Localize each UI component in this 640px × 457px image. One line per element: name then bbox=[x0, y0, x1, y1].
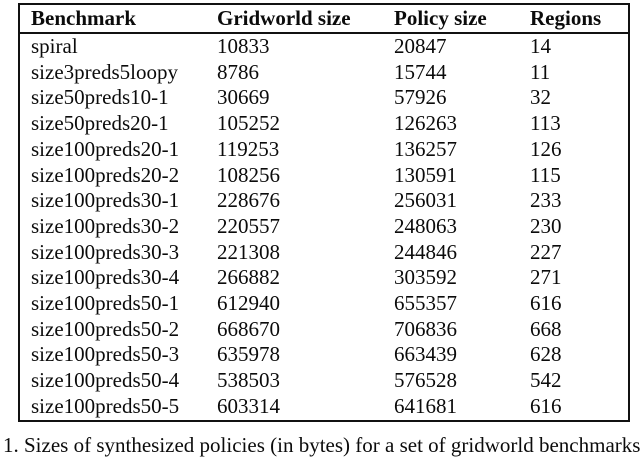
table-row: spiral 10833 20847 14 bbox=[19, 33, 629, 60]
table-row: size100preds30-2 220557 248063 230 bbox=[19, 214, 629, 240]
column-header-gridworld-size: Gridworld size bbox=[217, 4, 394, 34]
table-row: size50preds10-1 30669 57926 32 bbox=[19, 85, 629, 111]
regions-cell: 126 bbox=[530, 136, 562, 161]
gridworld-size-cell: 105252 bbox=[217, 111, 280, 136]
benchmark-cell: size50preds10-1 bbox=[31, 85, 169, 110]
gridworld-size-cell: 668670 bbox=[217, 316, 280, 341]
regions-cell: 628 bbox=[530, 342, 562, 367]
table-row: size100preds30-3 221308 244846 227 bbox=[19, 240, 629, 266]
policy-size-cell: 663439 bbox=[394, 342, 457, 367]
policy-size-cell: 130591 bbox=[394, 162, 457, 187]
gridworld-size-cell: 8786 bbox=[217, 59, 259, 84]
benchmark-cell: size50preds20-1 bbox=[31, 111, 169, 136]
table-row: size100preds20-1 119253 136257 126 bbox=[19, 137, 629, 163]
gridworld-size-cell: 220557 bbox=[217, 213, 280, 238]
policy-size-cell: 655357 bbox=[394, 291, 457, 316]
benchmark-table-body: spiral 10833 20847 14 size3preds5loopy 8786 15… bbox=[19, 33, 629, 421]
gridworld-size-cell: 635978 bbox=[217, 342, 280, 367]
regions-cell: 227 bbox=[530, 239, 562, 264]
table-caption: 1. Sizes of synthesized policies (in byt… bbox=[3, 433, 640, 457]
table-row: size3preds5loopy 8786 15744 11 bbox=[19, 60, 629, 86]
header-row: Benchmark Gridworld size Policy size Reg… bbox=[19, 4, 629, 34]
regions-cell: 230 bbox=[530, 213, 562, 238]
benchmark-cell: size100preds30-1 bbox=[31, 188, 180, 213]
column-header-regions: Regions bbox=[530, 4, 629, 34]
regions-cell: 668 bbox=[530, 316, 562, 341]
benchmark-cell: size100preds50-5 bbox=[31, 393, 180, 418]
regions-cell: 271 bbox=[530, 265, 562, 290]
benchmark-cell: size100preds50-3 bbox=[31, 342, 180, 367]
benchmark-cell: size100preds50-2 bbox=[31, 316, 180, 341]
gridworld-size-cell: 119253 bbox=[217, 136, 280, 161]
policy-size-cell: 706836 bbox=[394, 316, 457, 341]
table-row: size100preds50-1 612940 655357 616 bbox=[19, 291, 629, 317]
regions-cell: 542 bbox=[530, 368, 562, 393]
policy-size-cell: 136257 bbox=[394, 136, 457, 161]
benchmark-cell: size100preds30-3 bbox=[31, 239, 180, 264]
benchmark-table: Benchmark Gridworld size Policy size Reg… bbox=[18, 3, 630, 422]
gridworld-size-cell: 266882 bbox=[217, 265, 280, 290]
policy-size-cell: 256031 bbox=[394, 188, 457, 213]
policy-size-cell: 15744 bbox=[394, 59, 447, 84]
policy-size-cell: 641681 bbox=[394, 393, 457, 418]
column-header-benchmark: Benchmark bbox=[19, 4, 217, 34]
gridworld-size-cell: 221308 bbox=[217, 239, 280, 264]
policy-size-cell: 20847 bbox=[394, 34, 447, 58]
table-row: size100preds50-3 635978 663439 628 bbox=[19, 342, 629, 368]
benchmark-cell: size100preds50-1 bbox=[31, 291, 180, 316]
column-header-policy-size: Policy size bbox=[394, 4, 530, 34]
table-row: size100preds30-1 228676 256031 233 bbox=[19, 188, 629, 214]
regions-cell: 11 bbox=[530, 59, 551, 84]
benchmark-cell: size100preds50-4 bbox=[31, 368, 180, 393]
benchmark-cell: spiral bbox=[31, 34, 78, 58]
regions-cell: 616 bbox=[530, 393, 562, 418]
table-row: size50preds20-1 105252 126263 113 bbox=[19, 111, 629, 137]
gridworld-size-cell: 30669 bbox=[217, 85, 270, 110]
regions-cell: 233 bbox=[530, 188, 562, 213]
policy-size-cell: 576528 bbox=[394, 368, 457, 393]
benchmark-cell: size3preds5loopy bbox=[31, 59, 178, 84]
regions-cell: 616 bbox=[530, 291, 562, 316]
benchmark-cell: size100preds30-2 bbox=[31, 213, 180, 238]
gridworld-size-cell: 538503 bbox=[217, 368, 280, 393]
regions-cell: 32 bbox=[530, 85, 551, 110]
gridworld-size-cell: 228676 bbox=[217, 188, 280, 213]
gridworld-size-cell: 612940 bbox=[217, 291, 280, 316]
benchmark-cell: size100preds20-2 bbox=[31, 162, 180, 187]
table-row: size100preds50-4 538503 576528 542 bbox=[19, 368, 629, 394]
benchmark-table-header: Benchmark Gridworld size Policy size Reg… bbox=[19, 4, 629, 34]
benchmark-table-container: Benchmark Gridworld size Policy size Reg… bbox=[18, 3, 630, 422]
gridworld-size-cell: 603314 bbox=[217, 393, 280, 418]
benchmark-cell: size100preds20-1 bbox=[31, 136, 180, 161]
table-row: size100preds50-2 668670 706836 668 bbox=[19, 317, 629, 343]
gridworld-size-cell: 108256 bbox=[217, 162, 280, 187]
table-row: size100preds50-5 603314 641681 616 bbox=[19, 394, 629, 421]
benchmark-cell: size100preds30-4 bbox=[31, 265, 180, 290]
policy-size-cell: 303592 bbox=[394, 265, 457, 290]
policy-size-cell: 244846 bbox=[394, 239, 457, 264]
regions-cell: 14 bbox=[530, 34, 551, 58]
policy-size-cell: 248063 bbox=[394, 213, 457, 238]
regions-cell: 113 bbox=[530, 111, 561, 136]
table-row: size100preds20-2 108256 130591 115 bbox=[19, 163, 629, 189]
regions-cell: 115 bbox=[530, 162, 561, 187]
table-row: size100preds30-4 266882 303592 271 bbox=[19, 265, 629, 291]
gridworld-size-cell: 10833 bbox=[217, 34, 270, 58]
policy-size-cell: 126263 bbox=[394, 111, 457, 136]
policy-size-cell: 57926 bbox=[394, 85, 447, 110]
